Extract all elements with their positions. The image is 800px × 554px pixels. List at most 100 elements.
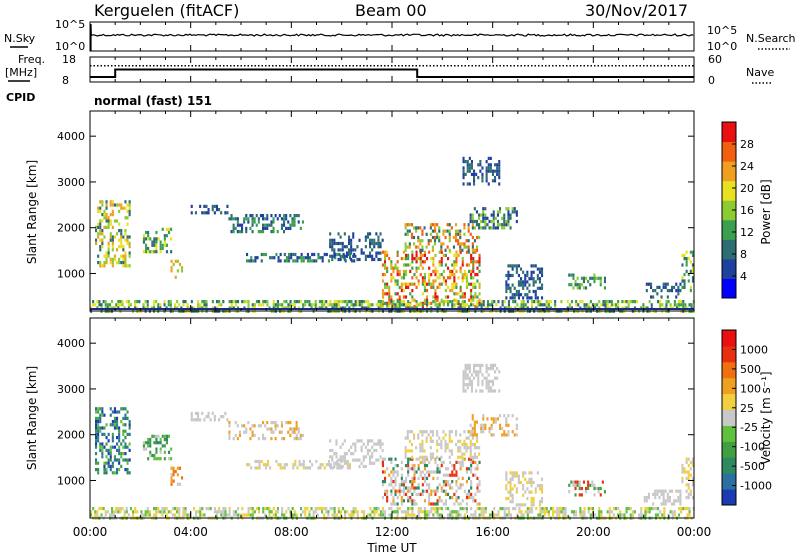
velocity-cell	[582, 480, 585, 484]
power-cell	[524, 293, 527, 297]
power-cell	[404, 226, 407, 230]
velocity-cell	[461, 452, 464, 456]
power-cell	[520, 277, 523, 281]
velocity-cell	[543, 513, 546, 517]
power-cell	[671, 289, 674, 293]
velocity-cell	[213, 415, 216, 419]
power-cell	[285, 214, 288, 218]
velocity-cell	[473, 442, 476, 447]
power-cell	[184, 300, 187, 304]
power-cell	[610, 300, 613, 304]
velocity-cell	[463, 442, 466, 447]
power-cell	[421, 260, 424, 264]
velocity-cell	[417, 507, 420, 511]
velocity-cell	[473, 446, 476, 450]
velocity-cell	[429, 446, 432, 450]
velocity-cell	[449, 496, 452, 500]
power-cell	[111, 209, 114, 213]
power-cell	[266, 300, 269, 304]
velocity-cell	[157, 434, 160, 438]
power-cell	[339, 254, 342, 258]
velocity-cell	[451, 480, 454, 484]
velocity-cell	[113, 410, 116, 414]
velocity-cell	[411, 464, 414, 468]
power-cell	[304, 303, 307, 307]
power-cell	[317, 252, 320, 257]
power-cell	[691, 263, 694, 267]
velocity-cell	[209, 418, 212, 422]
power-cell	[462, 166, 465, 170]
power-cell	[178, 303, 181, 307]
power-cell	[329, 241, 332, 246]
power-cell	[476, 235, 479, 240]
velocity-cell	[188, 513, 191, 517]
power-cell	[471, 219, 474, 224]
velocity-cell	[407, 486, 410, 490]
velocity-cell	[120, 407, 123, 411]
power-cell	[489, 303, 492, 307]
velocity-cell	[671, 502, 674, 506]
velocity-cell	[449, 483, 452, 487]
power-cell	[449, 273, 452, 277]
power-cell	[478, 226, 481, 230]
power-cell	[685, 257, 688, 261]
velocity-cell	[126, 468, 129, 472]
power-cell	[120, 232, 123, 236]
power-cell	[296, 259, 299, 263]
velocity-cell	[339, 458, 342, 462]
velocity-cell	[478, 460, 481, 464]
power-cell	[321, 256, 324, 260]
nsearch-tick-top: 10^5	[707, 24, 737, 37]
velocity-cell	[408, 439, 411, 443]
velocity-cell	[262, 421, 265, 425]
power-cell	[149, 237, 152, 241]
velocity-cell	[125, 510, 128, 514]
velocity-cell	[111, 513, 114, 517]
power-cell	[298, 256, 301, 260]
power-cell	[398, 285, 401, 289]
velocity-cell	[466, 386, 469, 390]
power-cell	[145, 246, 148, 251]
velocity-cell	[413, 486, 416, 490]
velocity-cell	[95, 468, 98, 472]
power-cell	[293, 300, 296, 304]
power-cell	[170, 227, 173, 231]
power-cbar-swatch	[722, 180, 736, 201]
power-cell	[505, 219, 508, 224]
power-cell	[468, 156, 471, 160]
velocity-cell	[199, 507, 202, 511]
power-cell	[467, 226, 470, 230]
power-cell	[492, 213, 495, 217]
power-cell	[99, 222, 102, 226]
velocity-cell	[270, 430, 273, 434]
power-cell	[295, 300, 298, 304]
velocity-cell	[499, 507, 502, 511]
power-cell	[442, 279, 445, 283]
power-cell	[464, 160, 467, 164]
power-cell	[262, 214, 265, 218]
velocity-cell	[480, 430, 483, 434]
velocity-cell	[444, 507, 447, 511]
power-cell	[478, 282, 481, 286]
date-title: 30/Nov/2017	[585, 1, 688, 20]
power-cell	[147, 230, 150, 235]
power-cell	[283, 220, 286, 224]
velocity-cell	[440, 446, 443, 450]
velocity-cell	[97, 426, 100, 430]
velocity-cell	[327, 463, 330, 467]
velocity-cell	[481, 379, 484, 383]
velocity-cell	[470, 389, 473, 393]
velocity-cell	[538, 487, 541, 491]
power-cell	[109, 257, 112, 261]
velocity-cell	[118, 445, 121, 449]
velocity-cell	[99, 429, 102, 433]
power-cell	[440, 248, 443, 252]
power-cell	[329, 300, 332, 304]
power-cell	[329, 232, 332, 236]
velocity-cell	[228, 507, 231, 511]
velocity-cell	[448, 433, 451, 437]
velocity-cell	[438, 513, 441, 517]
power-cell	[656, 285, 659, 289]
velocity-cell	[293, 510, 296, 514]
velocity-cell	[644, 510, 647, 514]
